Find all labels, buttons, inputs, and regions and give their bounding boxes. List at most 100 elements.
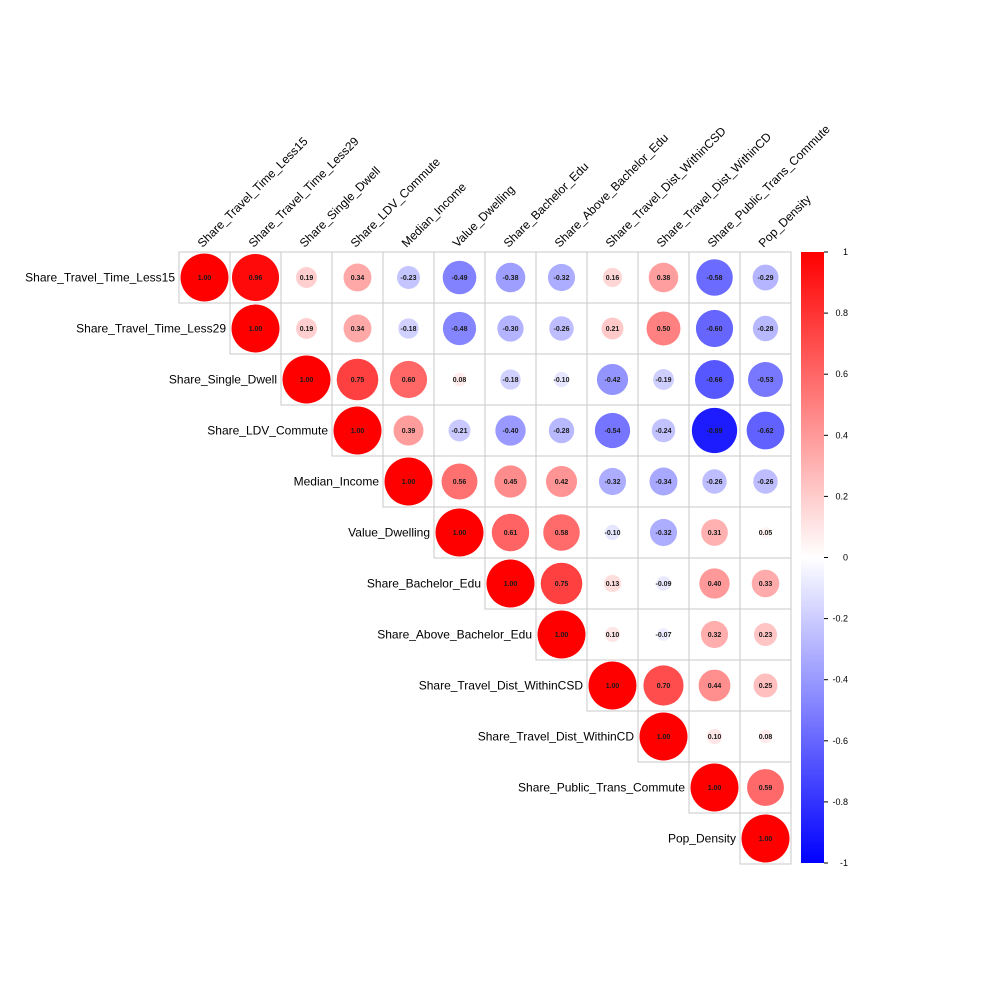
correlation-circle (594, 412, 631, 449)
correlation-value-label: 1.00 (198, 275, 212, 282)
row-label: Share_Travel_Time_Less15 (25, 271, 175, 285)
correlation-value-label: 0.23 (759, 632, 773, 639)
correlation-value-label: -0.62 (758, 428, 774, 435)
correlation-circle (343, 314, 372, 343)
correlation-value-label: -0.32 (554, 275, 570, 282)
row-label: Share_Public_Trans_Commute (518, 781, 685, 795)
colorbar-tick-label: 0.4 (835, 430, 848, 440)
correlation-circle (753, 673, 778, 698)
correlation-circle (588, 661, 637, 710)
colorbar-tick-label: -0.8 (832, 797, 848, 807)
correlation-value-label: -0.53 (758, 377, 774, 384)
correlation-value-label: -0.21 (452, 428, 468, 435)
correlation-value-label: -0.09 (656, 581, 672, 588)
correlation-circle (604, 524, 621, 541)
correlation-value-label: 1.00 (402, 479, 416, 486)
colorbar-ticks: 1 0.8 0.6 0.4 0.2 0 -0.2 -0.4 -0.6 -0.8 -1 (824, 247, 848, 868)
correlation-value-label: 0.16 (606, 275, 620, 282)
correlation-circle (758, 729, 773, 744)
correlation-value-label: -0.42 (605, 377, 621, 384)
correlation-circle (486, 559, 535, 608)
correlation-value-label: -0.19 (656, 377, 672, 384)
correlation-value-label: 1.00 (708, 785, 722, 792)
correlation-value-label: 0.13 (606, 581, 620, 588)
correlation-value-label: 0.34 (351, 275, 365, 282)
correlation-circle (231, 253, 280, 302)
correlation-value-label: -0.66 (707, 377, 723, 384)
correlation-circle (649, 467, 678, 496)
correlation-circle (702, 469, 727, 494)
row-label: Value_Dwelling (348, 526, 430, 540)
correlation-circle (753, 622, 778, 647)
correlation-values: 1.00 0.96 0.19 0.34 -0.23 -0.49 -0.38 -0.32 0.16… (198, 275, 774, 843)
row-labels: Share_Travel_Time_Less15 Share_Travel_Tim… (25, 271, 736, 846)
colorbar-tick-label: 0 (843, 553, 848, 563)
correlation-circles (180, 253, 790, 863)
correlation-value-label: -0.18 (503, 377, 519, 384)
correlation-value-label: -0.26 (554, 326, 570, 333)
correlation-circle (452, 372, 467, 387)
correlation-value-label: 0.10 (708, 734, 722, 741)
correlation-value-label: -0.48 (452, 326, 468, 333)
correlation-circle (495, 415, 526, 446)
correlation-value-label: -0.32 (656, 530, 672, 537)
correlation-circle (343, 263, 372, 292)
correlation-circle (442, 311, 477, 346)
correlation-circle (296, 318, 317, 339)
correlation-circle (543, 514, 580, 551)
row-label: Share_Travel_Dist_WithinCD (478, 730, 635, 744)
colorbar-tick-label: -0.2 (832, 614, 848, 624)
correlation-value-label: -0.89 (707, 428, 723, 435)
colorbar-gradient (801, 252, 824, 863)
correlation-value-label: -0.28 (554, 428, 570, 435)
row-label: Pop_Density (668, 832, 736, 846)
correlation-value-label: 0.44 (708, 683, 722, 690)
correlation-circle (491, 513, 530, 552)
correlation-value-label: 0.19 (300, 326, 314, 333)
correlation-circle (442, 260, 477, 295)
correlation-value-label: -0.34 (656, 479, 672, 486)
correlation-value-label: -0.28 (758, 326, 774, 333)
correlation-circle (690, 763, 739, 812)
correlation-value-label: 1.00 (555, 632, 569, 639)
row-label: Share_LDV_Commute (207, 424, 328, 438)
correlation-value-label: 0.96 (249, 275, 263, 282)
row-label: Share_Bachelor_Edu (367, 577, 481, 591)
correlation-circle (540, 562, 583, 605)
correlation-circle (653, 369, 674, 390)
correlation-value-label: -0.10 (554, 377, 570, 384)
correlation-value-label: 0.31 (708, 530, 722, 537)
correlation-circle (604, 626, 621, 643)
correlation-value-label: 0.08 (453, 377, 467, 384)
correlation-circle (441, 463, 478, 500)
correlation-circle (698, 669, 731, 702)
correlation-value-label: 0.59 (759, 785, 773, 792)
correlation-circle (741, 814, 790, 863)
row-label: Share_Single_Dwell (169, 373, 277, 387)
correlation-value-label: 0.45 (504, 479, 518, 486)
correlation-circle (537, 610, 586, 659)
correlation-circle (494, 465, 527, 498)
correlation-value-label: 0.33 (759, 581, 773, 588)
correlation-circle (746, 411, 785, 450)
correlation-value-label: -0.26 (758, 479, 774, 486)
correlation-value-label: 0.56 (453, 479, 467, 486)
correlation-circle (700, 620, 729, 649)
correlation-value-label: 1.00 (606, 683, 620, 690)
column-label: Pop_Density (756, 192, 814, 250)
row-label: Share_Travel_Dist_WithinCSD (419, 679, 584, 693)
correlation-circle (435, 508, 484, 557)
colorbar-tick-label: 0.6 (835, 369, 848, 379)
correlation-circle (333, 406, 382, 455)
correlation-circle (495, 262, 526, 293)
correlation-circle (646, 311, 681, 346)
correlation-circle (701, 519, 728, 546)
row-label: Share_Travel_Time_Less29 (76, 322, 226, 336)
correlation-value-label: -0.58 (707, 275, 723, 282)
correlation-circle (649, 518, 678, 547)
correlation-value-label: -0.10 (605, 530, 621, 537)
row-label: Share_Above_Bachelor_Edu (377, 628, 532, 642)
correlation-circle (603, 574, 622, 593)
correlation-value-label: 0.70 (657, 683, 671, 690)
